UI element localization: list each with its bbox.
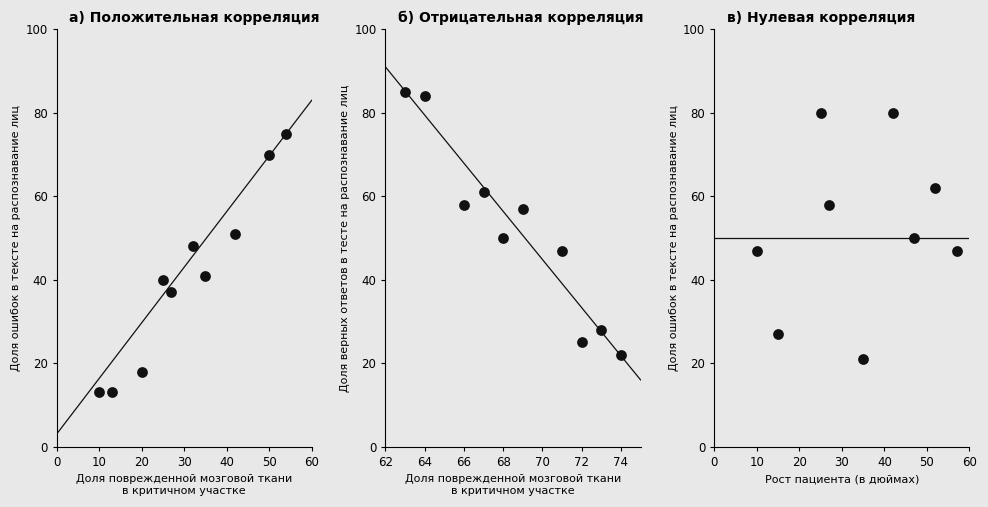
Point (554, 246, 570, 255)
Point (279, 130, 294, 138)
X-axis label: Рост пациента (в дюймах): Рост пациента (в дюймах) (765, 474, 919, 484)
Point (91, 388, 107, 396)
Text: б) Отрицательная корреляция: б) Отрицательная корреляция (398, 11, 644, 25)
Point (885, 109, 901, 117)
Point (495, 234, 511, 242)
Y-axis label: Доля ошибок в тексте на распознавание лиц: Доля ошибок в тексте на распознавание ли… (11, 105, 21, 371)
Point (515, 205, 531, 213)
Point (906, 234, 922, 242)
Point (133, 368, 149, 376)
Point (928, 184, 944, 192)
Point (227, 230, 243, 238)
Text: а) Положительная корреляция: а) Положительная корреляция (69, 12, 320, 25)
Point (856, 355, 871, 363)
Point (771, 330, 786, 338)
Point (163, 288, 179, 296)
Point (475, 188, 491, 196)
Point (594, 326, 610, 334)
X-axis label: Доля поврежденной мозговой ткани
в критичном участке: Доля поврежденной мозговой ткани в крити… (76, 474, 292, 496)
X-axis label: Доля поврежденной мозговой ткани
в критичном участке: Доля поврежденной мозговой ткани в крити… (405, 474, 621, 496)
Point (613, 351, 628, 359)
Point (813, 109, 829, 117)
Point (948, 246, 964, 255)
Point (261, 151, 277, 159)
Text: в) Нулевая корреляция: в) Нулевая корреляция (727, 12, 915, 25)
Point (749, 246, 765, 255)
Point (185, 242, 201, 250)
Y-axis label: Доля верных ответов в тесте на распознавание лиц: Доля верных ответов в тесте на распознав… (340, 84, 350, 392)
Point (821, 201, 837, 209)
Point (155, 276, 171, 284)
Point (104, 388, 120, 396)
Y-axis label: Доля ошибок в тексте на распознавание лиц: Доля ошибок в тексте на распознавание ли… (669, 105, 679, 371)
Point (456, 201, 472, 209)
Point (417, 92, 433, 100)
Point (397, 88, 413, 96)
Point (198, 272, 213, 280)
Point (574, 338, 590, 346)
